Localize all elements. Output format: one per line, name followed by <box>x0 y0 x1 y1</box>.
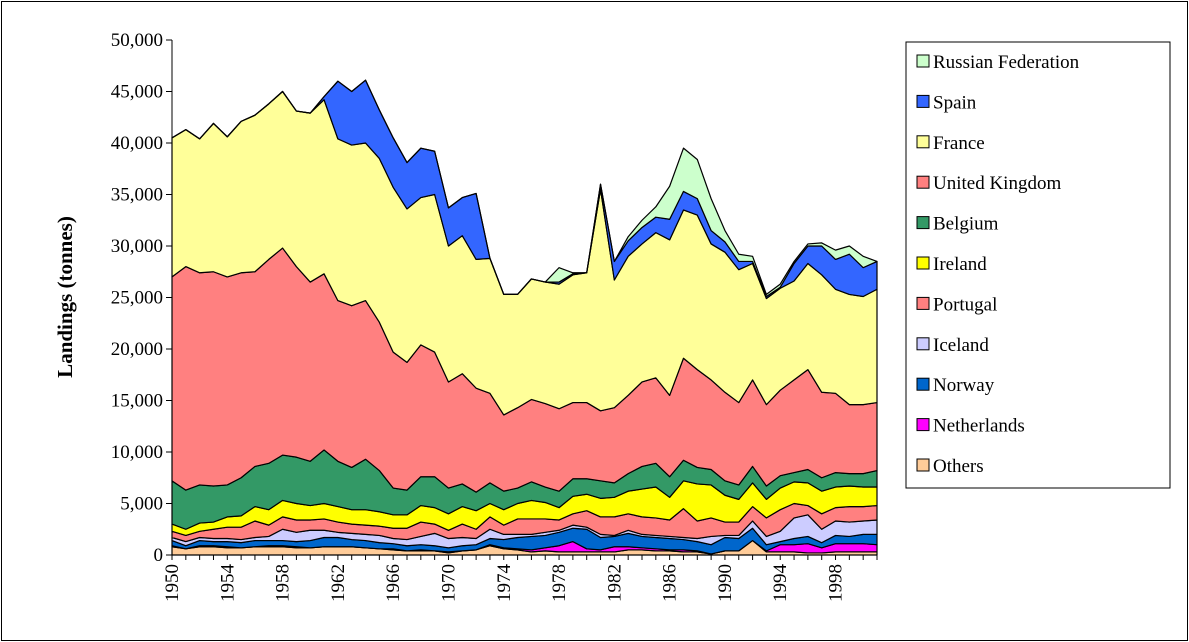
x-tick-label: 1986 <box>660 564 681 602</box>
x-tick-label: 1990 <box>715 564 736 602</box>
legend-swatch <box>916 377 930 391</box>
legend-swatch <box>916 175 930 189</box>
x-tick-label: 1994 <box>770 564 791 603</box>
legend-swatch <box>916 135 930 149</box>
y-tick-label: 50,000 <box>111 30 163 51</box>
y-tick-label: 5,000 <box>120 494 163 515</box>
legend-swatch <box>916 296 930 310</box>
x-tick-label: 1966 <box>383 564 404 602</box>
x-tick-label: 1970 <box>438 564 459 602</box>
x-tick-label: 1962 <box>328 564 349 602</box>
legend-label: Netherlands <box>933 416 1025 437</box>
legend-label: France <box>933 133 985 154</box>
legend-label: Belgium <box>933 214 999 235</box>
legend-label: United Kingdom <box>933 173 1061 194</box>
legend-swatch <box>916 54 930 68</box>
legend-swatch <box>916 94 930 108</box>
y-axis-title: Landings (tonnes) <box>53 216 77 378</box>
y-tick-label: 40,000 <box>111 133 163 154</box>
x-tick-label: 1978 <box>549 564 570 602</box>
legend-swatch <box>916 458 930 472</box>
legend-label: Others <box>933 456 984 477</box>
legend-box <box>905 41 1171 489</box>
y-tick-label: 15,000 <box>111 391 163 412</box>
x-tick-label: 1954 <box>217 564 238 603</box>
legend-label: Russian Federation <box>933 52 1080 73</box>
y-tick-label: 25,000 <box>111 288 163 309</box>
y-tick-label: 35,000 <box>111 185 163 206</box>
x-tick-label: 1958 <box>273 564 294 602</box>
areas <box>171 79 878 556</box>
legend-swatch <box>916 337 930 351</box>
legend-swatch <box>916 256 930 270</box>
legend-label: Spain <box>933 92 977 113</box>
y-tick-label: 20,000 <box>111 339 163 360</box>
legend-label: Norway <box>933 375 995 396</box>
x-tick-label: 1950 <box>162 564 183 602</box>
y-tick-label: 45,000 <box>111 82 163 103</box>
y-tick-label: 10,000 <box>111 442 163 463</box>
legend-label: Iceland <box>933 335 989 356</box>
x-tick-label: 1974 <box>494 564 515 603</box>
area <box>171 79 878 298</box>
legend-label: Portugal <box>933 294 997 315</box>
y-tick-label: 0 <box>154 545 164 566</box>
x-tick-label: 1982 <box>604 564 625 602</box>
legend-label: Ireland <box>933 254 987 275</box>
legend-swatch <box>916 418 930 432</box>
y-tick-label: 30,000 <box>111 236 163 257</box>
x-tick-label: 1998 <box>826 564 847 602</box>
legend-swatch <box>916 216 930 230</box>
